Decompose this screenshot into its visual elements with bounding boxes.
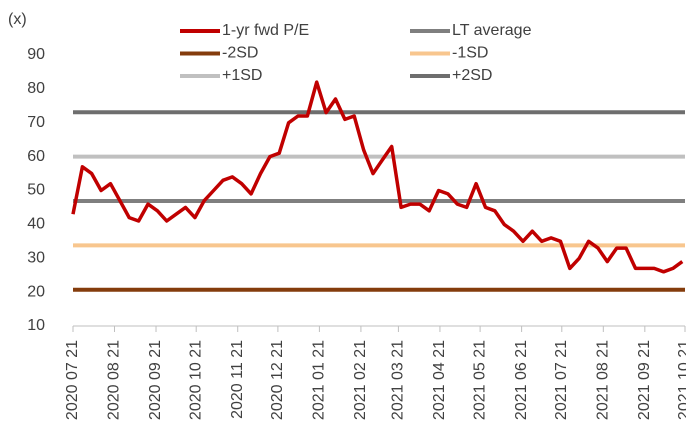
legend-label: -2SD [222, 45, 258, 62]
x-tick-label: 2020 11 21 [229, 340, 246, 419]
legend-label: 1-yr fwd P/E [222, 22, 309, 39]
y-tick-label: 10 [27, 317, 45, 334]
y-tick-label: 70 [27, 114, 45, 131]
legend-label: +2SD [452, 67, 492, 84]
data-line [71, 80, 684, 274]
x-tick-label: 2021 10 21 [676, 340, 686, 420]
y-tick-label: 80 [27, 80, 45, 97]
x-tick-label: 2020 08 21 [106, 340, 123, 420]
x-tick-label: 2020 10 21 [187, 340, 204, 420]
x-tick-label: 2021 01 21 [311, 340, 328, 420]
y-tick-label: 20 [27, 283, 45, 300]
legend-label: -1SD [452, 45, 488, 62]
y-axis-label: (x) [8, 11, 27, 28]
legend-label: +1SD [222, 67, 262, 84]
legend-label: LT average [452, 22, 532, 39]
x-tick-label: 2020 09 21 [147, 340, 164, 420]
x-tick-label: 2021 04 21 [431, 340, 448, 420]
x-tick-label: 2021 02 21 [352, 340, 369, 420]
y-tick-label: 40 [27, 216, 45, 233]
x-tick-label: 2021 06 21 [513, 340, 530, 420]
y-tick-label: 30 [27, 249, 45, 266]
x-tick-label: 2021 08 21 [595, 340, 612, 420]
x-tick-label: 2021 07 21 [553, 340, 570, 420]
x-tick-label: 2020 07 21 [64, 340, 81, 420]
x-tick-label: 2021 05 21 [471, 340, 488, 420]
y-tick-label: 50 [27, 182, 45, 199]
y-tick-label: 90 [27, 46, 45, 63]
y-tick-label: 60 [27, 148, 45, 165]
x-tick-label: 2020 12 21 [269, 340, 286, 420]
x-tick-label: 2021 09 21 [636, 340, 653, 420]
x-tick-label: 2021 03 21 [390, 340, 407, 420]
